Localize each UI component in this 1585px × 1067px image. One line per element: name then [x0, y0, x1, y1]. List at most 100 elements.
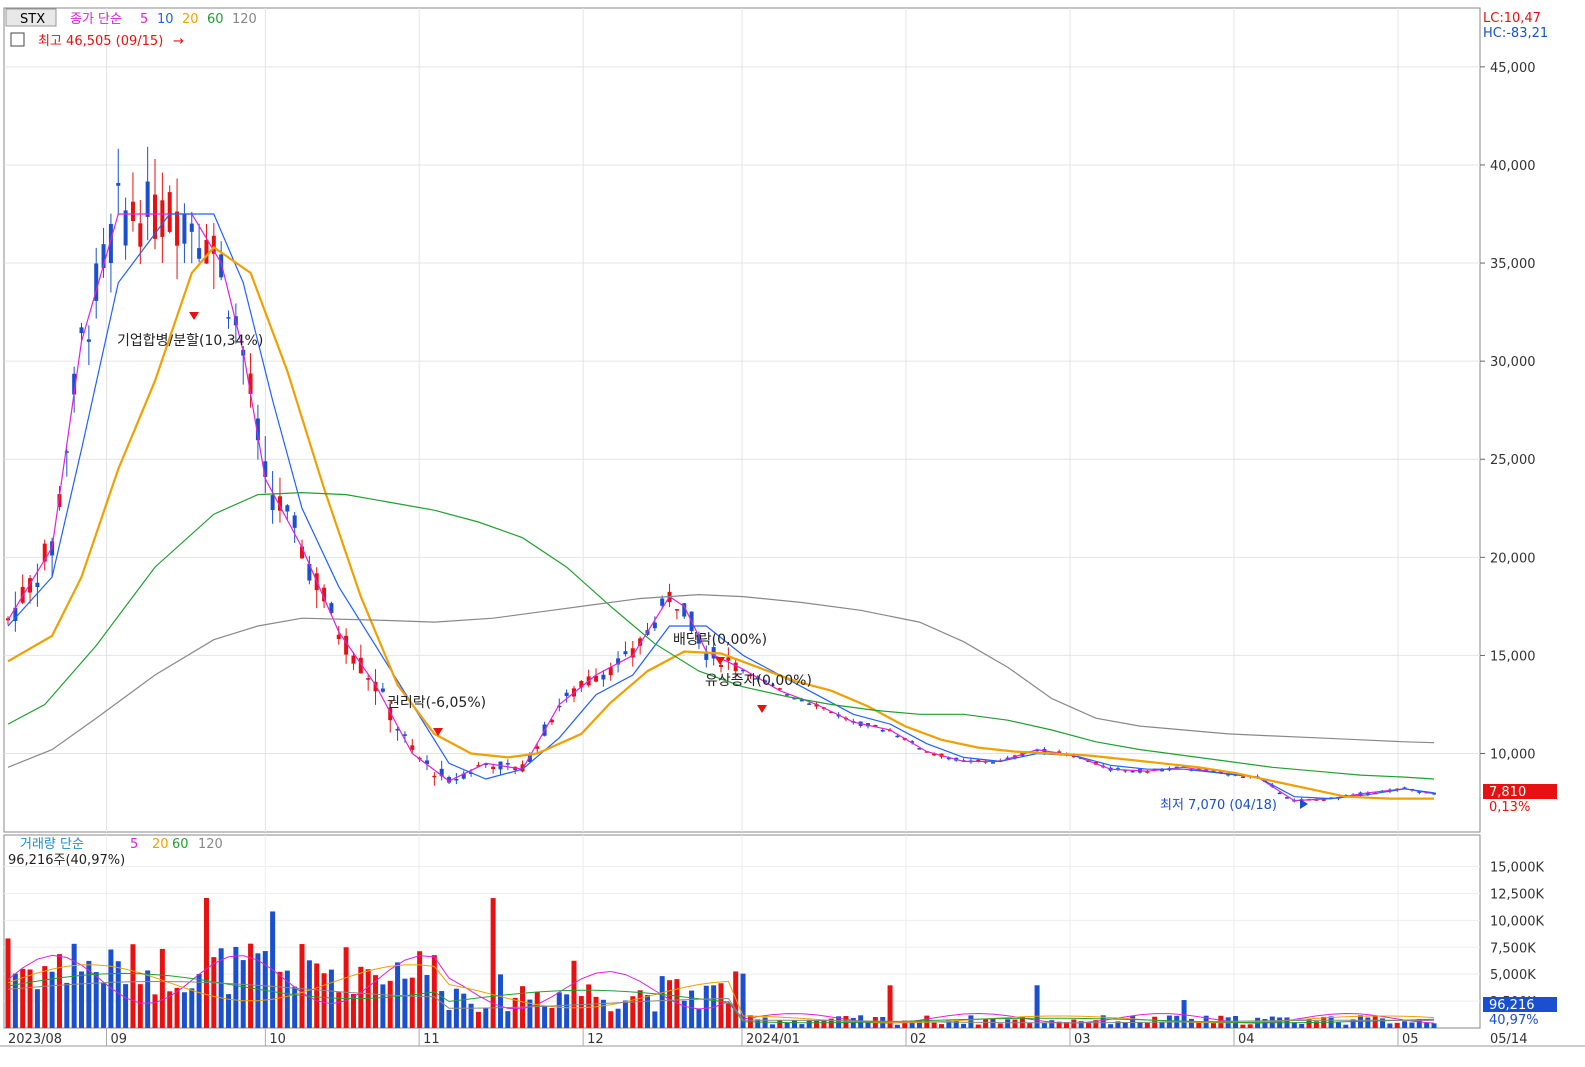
volume-bar [843, 1015, 849, 1028]
volume-badge [1483, 997, 1557, 1012]
candle-body [1365, 792, 1370, 795]
volume-bar [652, 1011, 658, 1028]
volume-bar [902, 1020, 908, 1028]
volume-bar [968, 1015, 974, 1028]
volume-bar [306, 960, 312, 1028]
volume-bar [5, 938, 11, 1028]
candle-body [535, 746, 540, 749]
volume-bar [1137, 1022, 1143, 1028]
candle-body [1314, 799, 1319, 801]
volume-bar [314, 963, 320, 1028]
candle-body [763, 680, 768, 682]
volume-ma-line-120 [7, 980, 1435, 1024]
candle-body [829, 711, 834, 714]
candle-body [1284, 797, 1289, 799]
volume-bar [336, 992, 342, 1028]
volume-bar [644, 994, 650, 1028]
volume-bar [512, 997, 518, 1028]
volume-bar [446, 1009, 452, 1028]
candle-body [608, 667, 613, 676]
ma-legend-period: 60 [207, 12, 224, 27]
volume-bar [402, 978, 408, 1028]
candle-body [704, 651, 709, 660]
candle-body [94, 263, 99, 301]
volume-bar [696, 1008, 702, 1028]
candle-body [601, 674, 606, 680]
event-rights-annotation: 권리락(-6,05%) [387, 695, 486, 711]
event-dividend-annotation: 배당락(0,00%) [673, 632, 767, 648]
price-badge [1483, 784, 1557, 799]
volume-tick-label: 7,500K [1490, 941, 1536, 956]
candle-body [138, 223, 143, 247]
event-marker-icon [757, 705, 767, 713]
volume-bar [130, 944, 136, 1028]
volume-bar [1196, 1022, 1202, 1028]
volume-bar [1313, 1021, 1319, 1028]
volume-pct-label: 40,97% [1489, 1013, 1539, 1028]
price-tick-label: 45,000 [1490, 61, 1536, 76]
volume-bar [152, 994, 158, 1028]
volume-bar [615, 1008, 621, 1028]
x-tick-label: 05/14 [1490, 1032, 1527, 1047]
candle-body [204, 239, 209, 264]
candle-body [1240, 776, 1245, 778]
volume-bar [1240, 1024, 1246, 1028]
volume-bar [674, 979, 680, 1028]
volume-bar [490, 898, 496, 1028]
volume-bar [115, 961, 121, 1028]
volume-bar [137, 984, 143, 1028]
volume-bar [373, 975, 379, 1028]
volume-bar [916, 1020, 922, 1028]
candle-body [616, 658, 621, 665]
volume-bar [248, 943, 254, 1028]
moving-average-line-5 [7, 213, 1435, 802]
volume-bar [894, 1024, 900, 1028]
event-merger-annotation: 기업합병/분할(10,34%) [117, 333, 263, 349]
candle-body [86, 339, 91, 342]
candle-body [300, 546, 305, 559]
volume-bar [79, 971, 85, 1028]
candle-body [880, 730, 885, 732]
price-tick-label: 25,000 [1490, 453, 1536, 468]
candle-body [130, 201, 135, 222]
volume-bar [218, 948, 224, 1028]
candle-body [439, 768, 444, 777]
candle-body [292, 515, 297, 528]
volume-bar [49, 971, 55, 1028]
candle-body [674, 609, 679, 611]
ticker-box [5, 8, 57, 27]
calendar-icon[interactable] [10, 32, 25, 47]
candle-body [322, 587, 327, 602]
price-tick-label: 40,000 [1490, 159, 1536, 174]
volume-bar [1262, 1019, 1268, 1028]
candle-body [527, 753, 532, 762]
volume-bar [497, 974, 503, 1028]
ma-legend-label: 종가 단순 [70, 12, 122, 27]
candle-body [182, 214, 187, 244]
price-tick-label: 15,000 [1490, 649, 1536, 664]
volume-bar [711, 985, 717, 1028]
volume-bar [1247, 1024, 1253, 1028]
low-arrow-icon [1300, 799, 1308, 809]
candle-body [35, 582, 40, 588]
ma-legend-period: 10 [157, 12, 174, 27]
candle-body [733, 662, 738, 672]
volume-bar [1409, 1022, 1415, 1028]
x-tick-label: 11 [423, 1032, 440, 1047]
volume-bar [755, 1019, 761, 1028]
volume-bar [850, 1017, 856, 1028]
volume-bar [527, 999, 533, 1028]
candle-body [108, 223, 113, 264]
x-tick-label: 02 [910, 1032, 927, 1047]
candle-body [101, 244, 106, 269]
high-arrow-icon: → [173, 34, 184, 49]
volume-bar [226, 994, 232, 1028]
volume-bar [1086, 1022, 1092, 1028]
event-marker-icon [189, 312, 199, 320]
volume-bar [887, 985, 893, 1028]
volume-bar [1144, 1022, 1150, 1028]
volume-bar [101, 982, 107, 1028]
volume-bar [262, 951, 268, 1028]
